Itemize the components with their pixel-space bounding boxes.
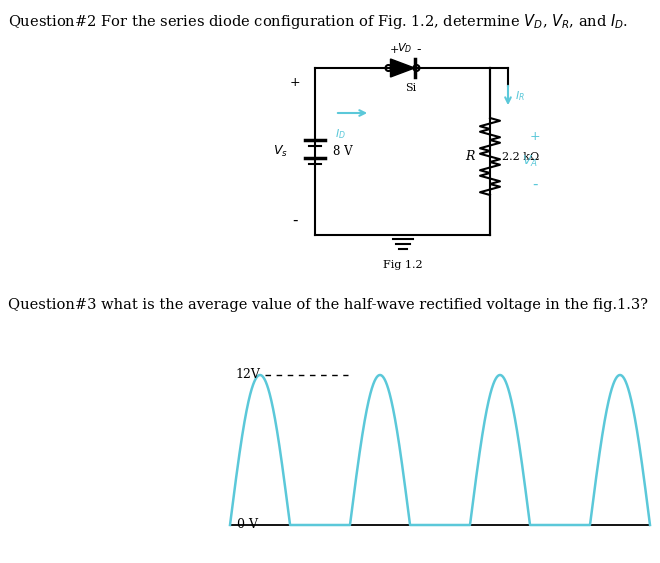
Text: +: + xyxy=(390,45,399,55)
Text: 2.2 kΩ: 2.2 kΩ xyxy=(502,151,539,162)
Text: Question#2 For the series diode configuration of Fig. 1.2, determine $V_D$, $V_R: Question#2 For the series diode configur… xyxy=(8,12,628,31)
Text: 8 V: 8 V xyxy=(333,145,352,158)
Text: Question#3 what is the average value of the half-wave rectified voltage in the f: Question#3 what is the average value of … xyxy=(8,298,648,312)
Text: Si: Si xyxy=(405,83,416,93)
Text: -: - xyxy=(416,43,421,56)
Text: $V_A$: $V_A$ xyxy=(522,154,538,169)
Text: +: + xyxy=(530,130,541,143)
Text: 12V: 12V xyxy=(235,369,260,382)
Polygon shape xyxy=(391,59,414,77)
Text: -: - xyxy=(292,212,298,227)
Text: $I_D$: $I_D$ xyxy=(335,127,345,141)
Text: $V_D$: $V_D$ xyxy=(397,41,412,55)
Text: Fig 1.2: Fig 1.2 xyxy=(383,260,422,270)
Text: $V_s$: $V_s$ xyxy=(273,144,288,159)
Text: 0 V: 0 V xyxy=(237,519,258,531)
Text: R: R xyxy=(465,150,475,163)
Text: -: - xyxy=(532,177,538,192)
Text: +: + xyxy=(290,77,300,90)
Text: $I_R$: $I_R$ xyxy=(515,89,525,103)
